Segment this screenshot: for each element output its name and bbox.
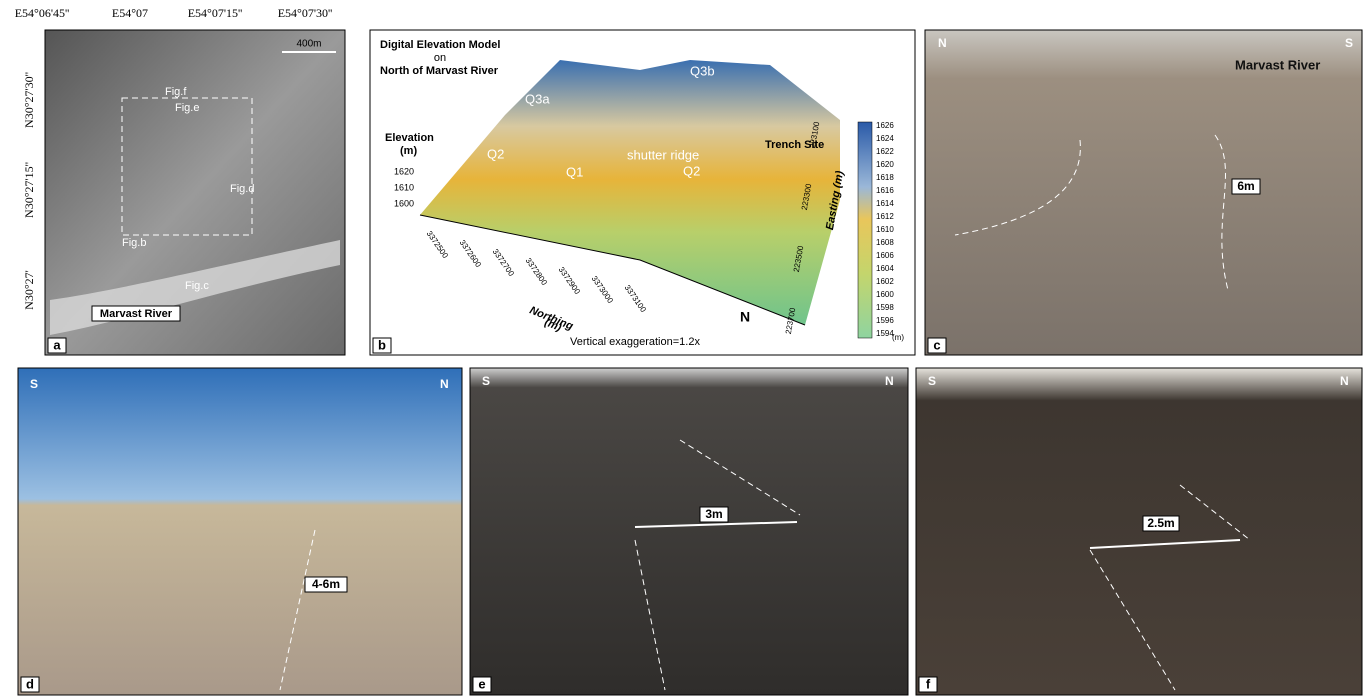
- direction-label: N: [885, 374, 894, 388]
- fig-label: Fig.c: [185, 280, 209, 292]
- colorbar-tick: 1624: [876, 134, 894, 143]
- colorbar-tick: 1626: [876, 121, 894, 130]
- elevation-tick: 1610: [394, 182, 414, 192]
- north-arrow: N: [740, 309, 750, 325]
- scale-label: 400m: [296, 39, 321, 50]
- colorbar-tick: 1616: [876, 186, 894, 195]
- colorbar-tick: 1604: [876, 264, 894, 273]
- colorbar-tick: 1610: [876, 225, 894, 234]
- unit-label: Q1: [566, 164, 583, 179]
- unit-label: Q3b: [690, 63, 715, 78]
- panel-label: c: [933, 337, 940, 352]
- direction-label: S: [928, 374, 936, 388]
- colorbar-tick: 1594: [876, 329, 894, 338]
- photo: [18, 368, 462, 695]
- panel-e: S N 3m e: [470, 368, 908, 695]
- fig-label: Fig.e: [175, 102, 199, 114]
- coord-label: E54°06'45'': [15, 6, 70, 20]
- direction-label: N: [440, 377, 449, 391]
- offset-label: 4-6m: [312, 577, 340, 591]
- panel-label: d: [26, 676, 34, 691]
- colorbar-tick: 1602: [876, 277, 894, 286]
- direction-label: S: [1345, 36, 1353, 50]
- unit-label: Q2: [487, 146, 504, 161]
- coord-label: N30°27': [22, 270, 36, 310]
- panel-label: a: [53, 337, 61, 352]
- colorbar-tick: 1600: [876, 290, 894, 299]
- colorbar-tick: 1606: [876, 251, 894, 260]
- colorbar-tick: 1612: [876, 212, 894, 221]
- colorbar-unit: (m): [892, 333, 904, 342]
- coord-label: E54°07'30'': [278, 6, 333, 20]
- river-label: Marvast River: [100, 308, 173, 320]
- unit-label: Q3a: [525, 91, 550, 106]
- direction-label: N: [1340, 374, 1349, 388]
- dem-title: on: [434, 52, 446, 64]
- panel-label: f: [926, 676, 931, 691]
- dem-title: Digital Elevation Model: [380, 39, 500, 51]
- unit-label: Q2: [683, 163, 700, 178]
- direction-label: S: [482, 374, 490, 388]
- unit-label: shutter ridge: [627, 147, 699, 162]
- colorbar-tick: 1622: [876, 147, 894, 156]
- fig-label: Fig.d: [230, 183, 254, 195]
- colorbar: [858, 122, 872, 338]
- colorbar-tick: 1608: [876, 238, 894, 247]
- river-label: Marvast River: [1235, 57, 1320, 72]
- offset-label: 6m: [1237, 179, 1254, 193]
- figure: 400m E54°06'45'' E54°07 E54°07'15'' E54°…: [0, 0, 1370, 700]
- fig-label: Fig.f: [165, 86, 187, 98]
- colorbar-tick: 1596: [876, 316, 894, 325]
- colorbar-tick: 1618: [876, 173, 894, 182]
- fig-label: Fig.b: [122, 237, 146, 249]
- panel-f: S N 2.5m f: [916, 368, 1362, 695]
- coord-label: N30°27'15'': [22, 162, 36, 218]
- axis-title: Elevation: [385, 132, 434, 144]
- coord-label: E54°07: [112, 6, 148, 20]
- direction-label: S: [30, 377, 38, 391]
- panel-d: S N 4-6m d: [18, 368, 462, 695]
- coord-label: N30°27'30'': [22, 72, 36, 128]
- coord-label: E54°07'15'': [188, 6, 243, 20]
- photo: [916, 368, 1362, 695]
- dem-title: North of Marvast River: [380, 65, 499, 77]
- photo: [470, 368, 908, 695]
- offset-label: 2.5m: [1147, 516, 1174, 530]
- panel-c: N S Marvast River 6m c: [925, 30, 1362, 355]
- elevation-tick: 1620: [394, 166, 414, 176]
- exaggeration: Vertical exaggeration=1.2x: [570, 336, 700, 348]
- colorbar-tick: 1620: [876, 160, 894, 169]
- colorbar-tick: 1598: [876, 303, 894, 312]
- panel-label: b: [378, 337, 386, 352]
- panel-label: e: [478, 676, 485, 691]
- panel-a: 400m E54°06'45'' E54°07 E54°07'15'' E54°…: [15, 6, 345, 355]
- colorbar-tick: 1614: [876, 199, 894, 208]
- photo: [925, 30, 1362, 355]
- elevation-tick: 1600: [394, 198, 414, 208]
- direction-label: N: [938, 36, 947, 50]
- offset-label: 3m: [705, 507, 722, 521]
- axis-title: (m): [400, 145, 417, 157]
